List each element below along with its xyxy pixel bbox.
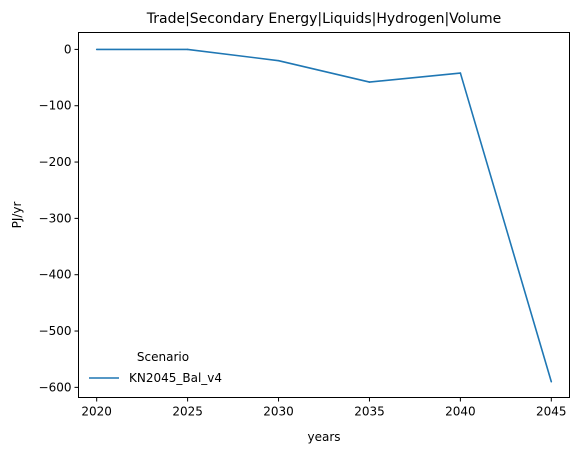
- y-tick-label: −100: [39, 99, 72, 113]
- x-tick-label: 2035: [354, 405, 385, 419]
- y-tick-label: −400: [39, 268, 72, 282]
- x-tick-label: 2045: [536, 405, 567, 419]
- data-point: [368, 81, 371, 83]
- x-axis-label: years: [307, 430, 340, 444]
- y-axis-ticks: 0 −100 −200 −300 −400 −500 −600: [39, 42, 79, 394]
- y-tick-label: −200: [39, 155, 72, 169]
- data-point: [186, 48, 189, 51]
- data-point: [550, 380, 553, 383]
- data-point: [95, 48, 98, 51]
- y-tick-label: −500: [39, 324, 72, 338]
- y-tick-label: −600: [39, 380, 72, 394]
- x-tick-label: 2020: [81, 405, 112, 419]
- x-tick-label: 2030: [263, 405, 294, 419]
- x-tick-label: 2025: [172, 405, 203, 419]
- data-point: [459, 72, 462, 74]
- data-point: [277, 59, 280, 62]
- y-axis-label: PJ/yr: [10, 202, 24, 229]
- legend-title: Scenario: [137, 350, 189, 364]
- y-tick-label: 0: [64, 42, 72, 56]
- x-tick-label: 2040: [445, 405, 476, 419]
- chart-title: Trade|Secondary Energy|Liquids|Hydrogen|…: [146, 11, 501, 27]
- plot-area: [95, 48, 553, 383]
- y-tick-label: −300: [39, 211, 72, 225]
- series-line: [96, 48, 553, 382]
- x-axis-ticks: 2020 2025 2030 2035 2040 2045: [81, 397, 567, 419]
- legend: Scenario KN2045_Bal_v4: [89, 350, 222, 385]
- legend-entry: KN2045_Bal_v4: [129, 371, 222, 385]
- plot-frame: [78, 32, 570, 398]
